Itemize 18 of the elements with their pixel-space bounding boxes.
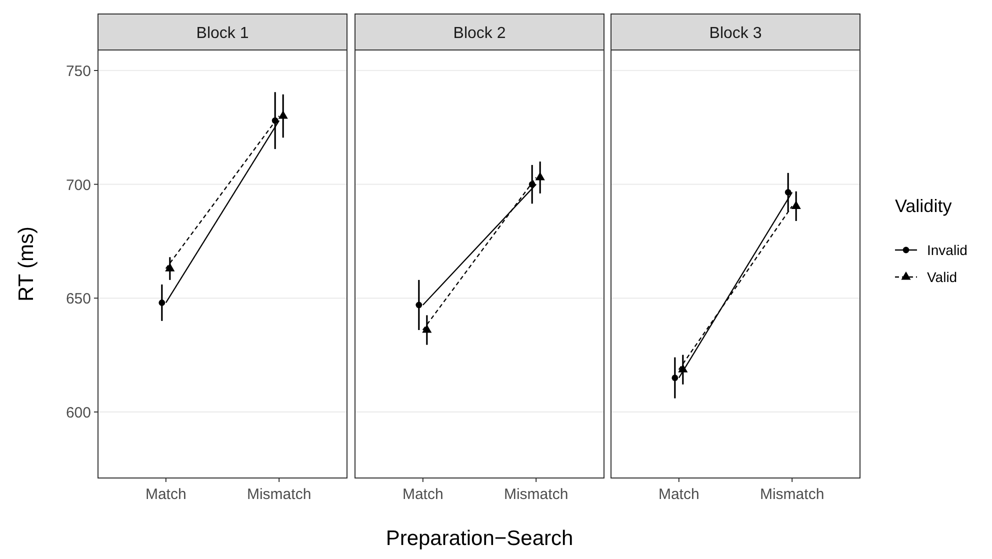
x-tick-label: Match (658, 486, 700, 503)
x-tick-label: Match (402, 486, 444, 503)
legend-label: Invalid (927, 242, 968, 258)
legend-label: Valid (927, 269, 958, 285)
chart-title: Block 1 (196, 25, 249, 42)
chart-title: Block 3 (709, 25, 762, 42)
x-tick-label: Mismatch (246, 486, 312, 503)
y-axis-title: RT (ms) (15, 226, 38, 302)
chart-title: Block 2 (453, 25, 506, 42)
y-tick-label: 700 (66, 176, 91, 194)
y-tick-label: 750 (66, 62, 91, 80)
x-tick-label: Mismatch (504, 486, 568, 503)
x-tick-label: Mismatch (760, 486, 824, 503)
y-tick-label: 600 (66, 404, 91, 422)
y-tick-label: 650 (66, 290, 91, 308)
x-tick-label: Match (145, 486, 186, 503)
x-axis-title: Preparation−Search (386, 527, 574, 550)
legend-title: Validity (895, 196, 952, 216)
